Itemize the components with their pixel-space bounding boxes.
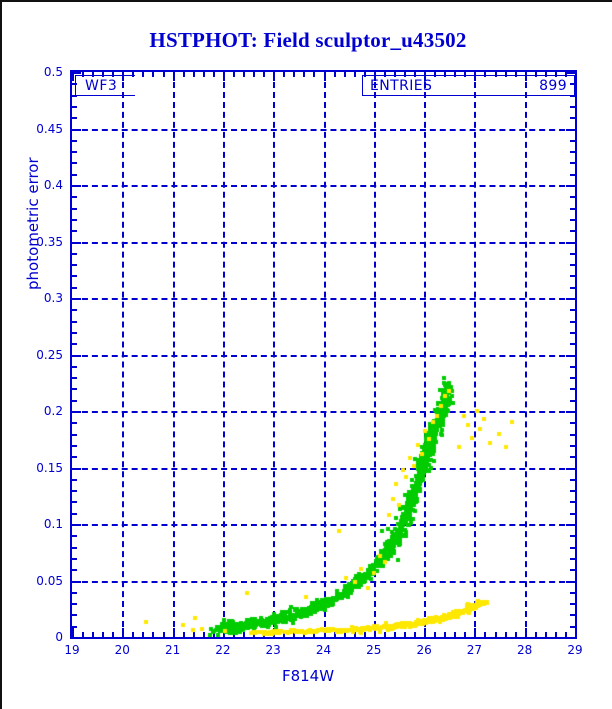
x-tick-label: 28 [517, 643, 533, 657]
y-tick-label: 0.35 [36, 234, 63, 249]
entries-value: 899 [539, 78, 567, 94]
x-tick-label: 29 [567, 643, 583, 657]
chip-legend-box: WF3 [75, 75, 135, 96]
y-tick-label: 0.15 [36, 460, 63, 475]
page-title: HSTPHOT: Field sculptor_u43502 [149, 28, 467, 52]
y-tick-label: 0.2 [43, 404, 63, 418]
y-tick-label: 0.45 [36, 121, 63, 136]
y-tick-label: 0 [55, 630, 63, 644]
y-tick-label: 0.4 [43, 178, 63, 192]
y-tick-label: 0.3 [43, 291, 63, 305]
x-tick-label: 27 [466, 643, 483, 657]
chip-label: WF3 [85, 78, 118, 94]
y-axis-tick-major [566, 637, 575, 639]
x-tick-label: 20 [114, 643, 130, 657]
y-tick-label: 0.25 [36, 347, 63, 362]
x-axis-label: F814W [281, 667, 335, 685]
x-tick-label: 23 [265, 643, 281, 657]
x-axis-tick-major [575, 628, 577, 637]
x-tick-label: 25 [366, 643, 382, 657]
entries-legend-box: ENTRIES 899 [362, 75, 575, 96]
y-tick-label: 0.1 [43, 517, 63, 531]
y-axis-tick-major [72, 637, 81, 639]
x-tick-label: 19 [64, 643, 80, 657]
x-tick-label: 24 [315, 643, 332, 657]
entries-label: ENTRIES [370, 78, 433, 94]
y-tick-label: 0.5 [43, 65, 63, 79]
scatter-plot-canvas [72, 72, 575, 637]
x-tick-label: 21 [164, 643, 181, 657]
plot-area[interactable]: WF3 ENTRIES 899 [70, 70, 577, 639]
y-axis-label: photometric error [24, 157, 42, 290]
x-axis-tick-major [575, 72, 577, 81]
y-tick-label: 0.05 [36, 573, 63, 588]
x-tick-label: 22 [215, 643, 231, 657]
x-tick-label: 26 [416, 643, 432, 657]
